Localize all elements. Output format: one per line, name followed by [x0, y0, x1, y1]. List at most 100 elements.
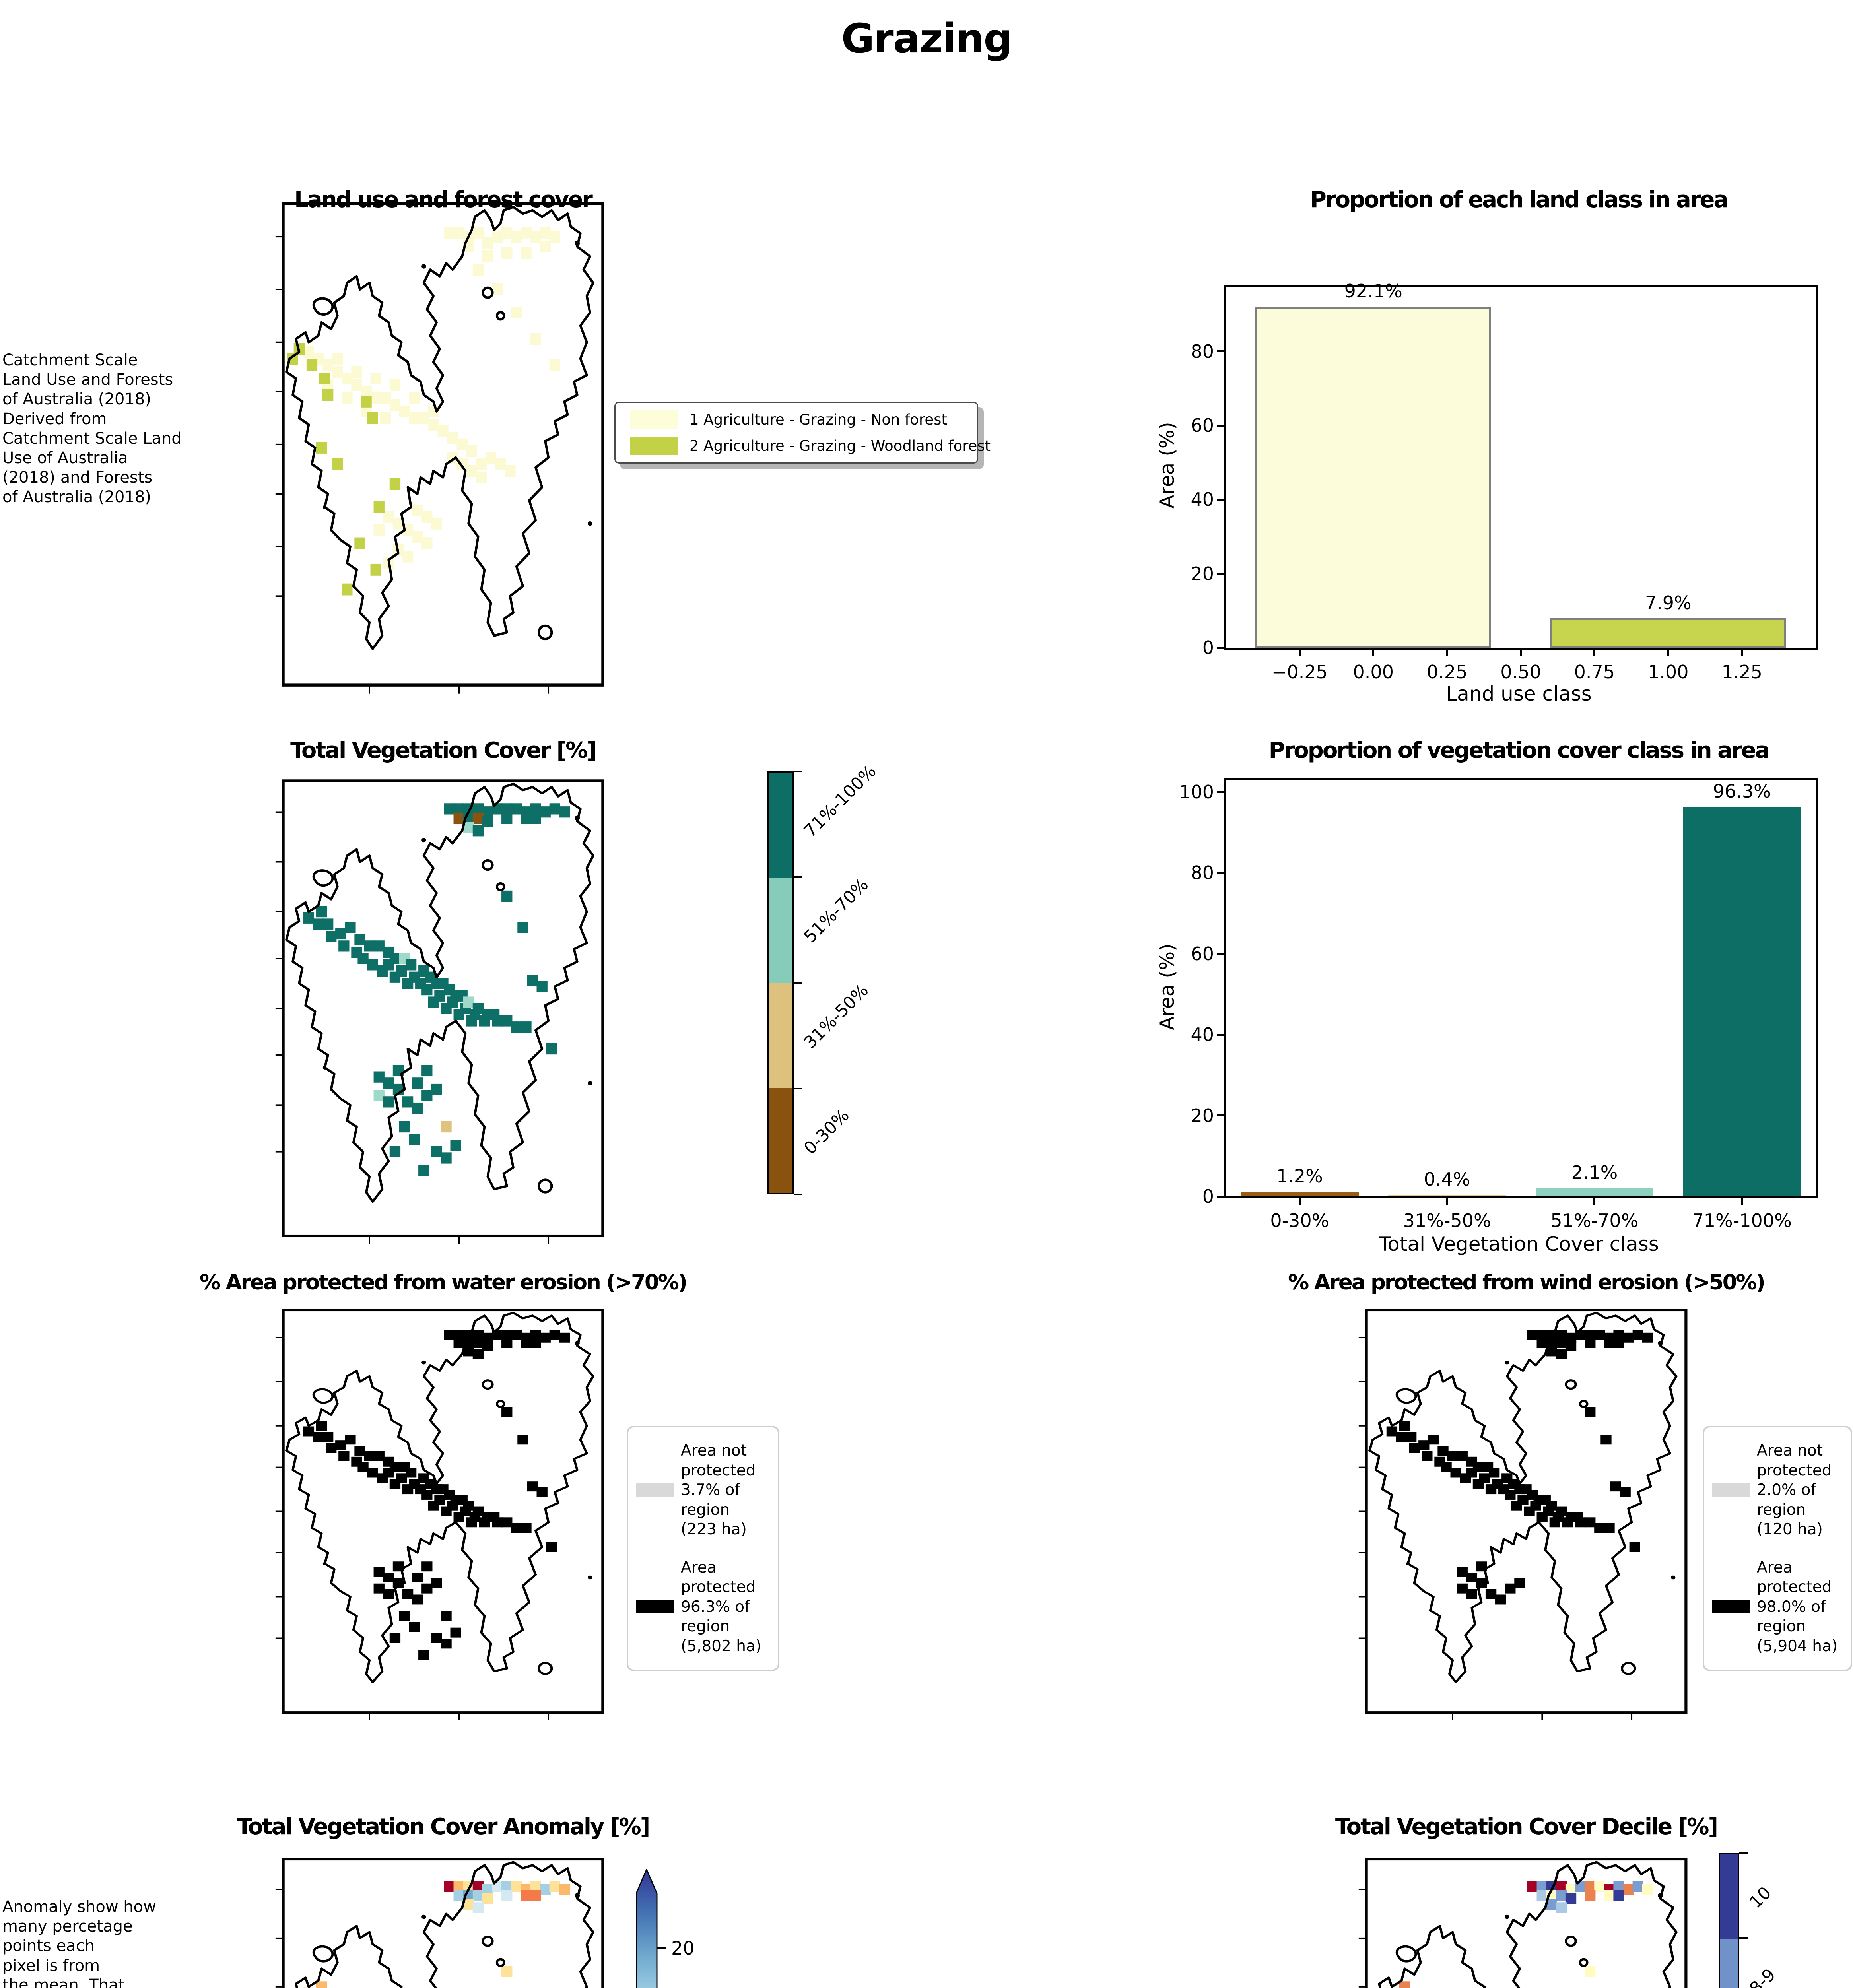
bar-value-label: 2.1% [1571, 1161, 1618, 1183]
island-dots [322, 815, 592, 1085]
bar [1550, 618, 1786, 648]
legend-label: Area protected 96.3% of region (5,802 ha… [681, 1558, 762, 1655]
map-anomaly-title: Total Vegetation Cover Anomaly [%] [237, 1814, 651, 1840]
catchment-outline [285, 1312, 594, 1683]
x-axis-tick [1372, 648, 1375, 656]
map-pixels [303, 1330, 570, 1660]
colorbar-tick [794, 1194, 802, 1195]
x-axis-tick [1593, 1196, 1596, 1205]
legend-label: 1 Agriculture - Grazing - Non forest [690, 411, 947, 428]
colorbar-label: 10 [1746, 1883, 1775, 1912]
chart-vegclass-plot: 1.2% 0.4% 2.1% 96.3% 0 20 40 60 80 100 0-30% 31%-50… [1179, 778, 1818, 1231]
map-axis-ticks [275, 811, 550, 1244]
y-axis-tick [1217, 953, 1226, 955]
x-axis-tick [1741, 648, 1743, 656]
colorbar-segment [769, 878, 792, 983]
row1-source-note: Catchment Scale Land Use and Forests of … [2, 351, 182, 507]
y-axis-tick [1217, 791, 1226, 793]
map-frame [1365, 1309, 1688, 1714]
y-axis-tick-label: 20 [1191, 1105, 1214, 1126]
legend-item: 2 Agriculture - Grazing - Woodland fores… [630, 437, 991, 455]
legend-swatch-notprotected [1712, 1483, 1750, 1497]
colorbar-tick [794, 982, 802, 984]
chart-vegclass-title: Proportion of vegetation cover class in … [1268, 738, 1770, 763]
catchment-outline [1368, 1312, 1678, 1683]
x-axis-tick-label: 1.25 [1721, 661, 1762, 683]
legend-label: Area protected 98.0% of region (5,904 ha… [1757, 1558, 1838, 1655]
island-dots [1406, 1341, 1676, 1580]
map-pixels [287, 227, 560, 596]
x-axis-tick [1593, 648, 1596, 656]
colorbar-label: 71%-100% [800, 761, 880, 841]
anomaly-colorbar-tick-label: 20 [671, 1938, 695, 1959]
map-landuse-title: Land use and forest cover [294, 187, 593, 213]
map-wind-title: % Area protected from wind erosion (>50%… [1288, 1270, 1766, 1295]
y-axis-tick-label: 40 [1191, 489, 1214, 511]
x-axis-tick-label: 31%-50% [1403, 1210, 1491, 1231]
map-frame [282, 1309, 604, 1714]
map-vegcover-canvas [275, 779, 604, 1244]
legend-label: 2 Agriculture - Grazing - Woodland fores… [690, 437, 991, 454]
map-pixels [1386, 1330, 1653, 1605]
map-frame [282, 202, 604, 687]
island-dots [322, 1341, 592, 1580]
catchment-outline [295, 1861, 594, 1988]
map-anomaly-canvas [275, 1858, 604, 1988]
y-axis-tick-label: 0 [1202, 637, 1214, 658]
island-dots [1505, 1893, 1663, 1919]
legend-swatch-nonforest [630, 410, 678, 429]
bar [1241, 1191, 1359, 1196]
x-axis-tick [1298, 1196, 1301, 1205]
colorbar-tick [794, 876, 802, 878]
y-axis-tick-label: 60 [1191, 415, 1214, 437]
map-pixels [303, 1881, 570, 1988]
map-wind-canvas [1358, 1309, 1688, 1720]
legend-item: Area protected 96.3% of region (5,802 ha… [636, 1558, 770, 1656]
colorbar-segment [769, 773, 792, 878]
y-axis-tick-label: 80 [1191, 340, 1214, 362]
legend-label: Area not protected 2.0% of region (120 h… [1757, 1442, 1832, 1539]
legend-swatch-notprotected [636, 1483, 674, 1497]
anomaly-colorbar: 20100−10−20 [635, 1868, 695, 1988]
landuse-legend: 1 Agriculture - Grazing - Non forest 2 A… [614, 402, 991, 464]
map-decile-title: Total Vegetation Cover Decile [%] [1335, 1814, 1718, 1840]
map-frame [282, 1858, 604, 1988]
colorbar-label: 51%-70% [800, 875, 872, 947]
map-decile-canvas [1358, 1858, 1688, 1988]
chart-vegclass-ylabel: Area (%) [1156, 944, 1179, 1030]
bar-value-label: 1.2% [1276, 1165, 1323, 1187]
legend-item: Area not protected 2.0% of region (120 h… [1712, 1441, 1843, 1540]
vegcover-colorbar-bar [767, 771, 794, 1194]
y-axis-tick-label: 60 [1191, 943, 1214, 965]
catchment-outline [285, 782, 594, 1203]
legend-item: 1 Agriculture - Grazing - Non forest [630, 410, 963, 429]
wind-legend: Area not protected 2.0% of region (120 h… [1703, 1426, 1852, 1672]
y-axis-tick [1217, 350, 1226, 353]
y-axis-tick-label: 40 [1191, 1024, 1214, 1045]
y-axis-tick-label: 80 [1191, 862, 1214, 884]
chart-landclass-plot: 92.1% 7.9% 0 20 40 60 80 −0.25 0.00 0.25 0.50 0.75 1… [1191, 280, 1818, 683]
map-water-title: % Area protected from water erosion (>70… [199, 1270, 688, 1295]
map-landuse-canvas [275, 202, 604, 694]
chart-landclass-xlabel: Land use class [1446, 682, 1592, 705]
colorbar-tick [1739, 1852, 1748, 1854]
catchment-outline [1378, 1861, 1678, 1988]
colorbar-tick [794, 771, 802, 772]
map-water-canvas [275, 1309, 604, 1720]
bar-value-label: 92.1% [1344, 280, 1402, 302]
island-dots [421, 1893, 580, 1919]
bar [1255, 307, 1492, 648]
bar-value-label: 7.9% [1645, 592, 1692, 614]
chart-landclass-title: Proportion of each land class in area [1310, 187, 1729, 213]
anomaly-colorbar-bar [635, 1868, 666, 1988]
x-axis-tick-label: 0.25 [1426, 661, 1468, 683]
legend-swatch-protected [636, 1600, 674, 1614]
x-axis-tick-label: 71%-100% [1692, 1210, 1792, 1231]
y-axis-tick [1217, 1033, 1226, 1036]
map-frame [1365, 1858, 1688, 1988]
map-pixels [303, 803, 570, 1176]
x-axis-tick-label: 0.50 [1500, 661, 1541, 683]
y-axis-tick [1217, 1114, 1226, 1116]
colorbar-segment [1720, 1854, 1738, 1939]
